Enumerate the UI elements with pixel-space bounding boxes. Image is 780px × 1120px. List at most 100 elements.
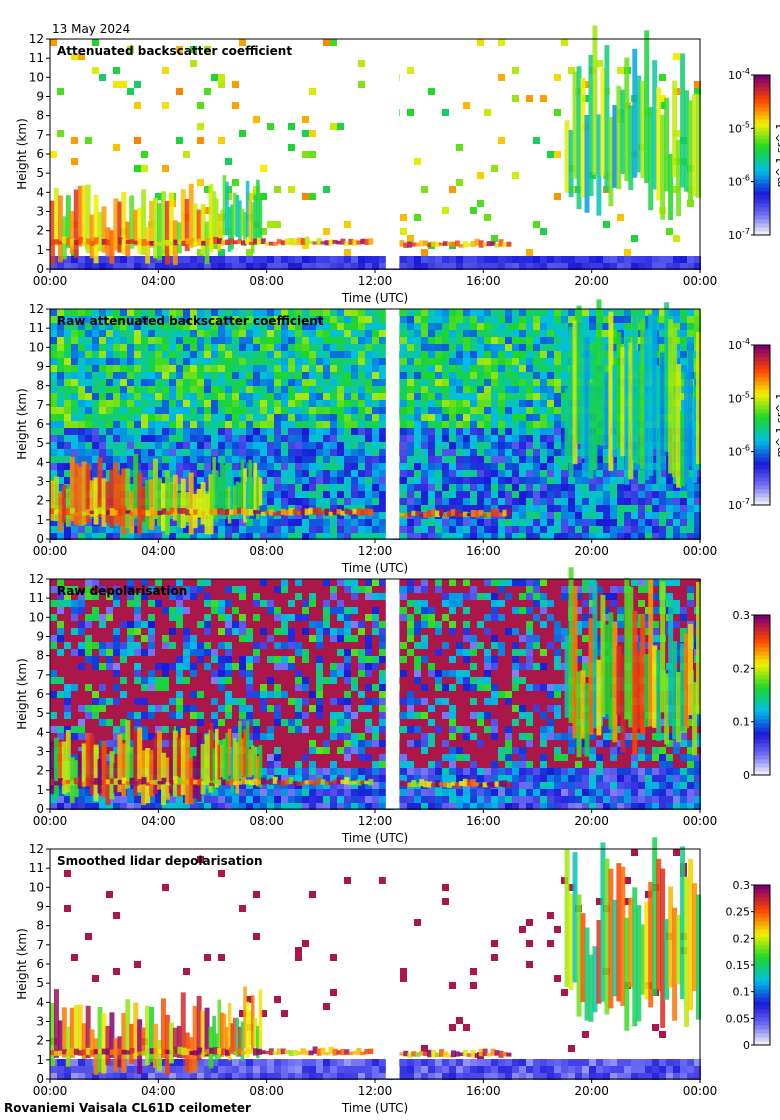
field-cell [351, 330, 358, 337]
cloud-column [117, 508, 123, 516]
field-cell [57, 789, 64, 796]
field-cell [323, 491, 330, 498]
field-cell [673, 512, 680, 519]
field-cell [204, 663, 211, 670]
cloud-column [696, 94, 701, 198]
field-cell [330, 428, 337, 435]
field-cell [687, 498, 694, 505]
field-cell [631, 263, 638, 270]
field-cell [162, 712, 169, 719]
field-cell [561, 351, 568, 358]
field-cell [155, 649, 162, 656]
field-cell [57, 705, 64, 712]
field-cell [694, 477, 701, 484]
field-cell [148, 796, 155, 803]
cloud-column [105, 510, 111, 515]
field-cell [575, 498, 582, 505]
field-cell [554, 309, 561, 316]
field-cell [351, 323, 358, 330]
field-cell [148, 698, 155, 705]
field-cell [680, 484, 687, 491]
field-cell [197, 400, 204, 407]
field-cell [519, 400, 526, 407]
field-cell [309, 470, 316, 477]
field-cell [540, 400, 547, 407]
field-cell [540, 519, 547, 526]
field-cell [155, 719, 162, 726]
field-cell [400, 442, 407, 449]
field-cell [274, 498, 281, 505]
field-cell [687, 505, 694, 512]
field-cell [204, 642, 211, 649]
field-cell [568, 484, 575, 491]
field-cell [85, 593, 92, 600]
field-cell [85, 428, 92, 435]
cloud-column [109, 508, 115, 516]
field-cell [141, 593, 148, 600]
field-cell [120, 316, 127, 323]
field-cell [491, 316, 498, 323]
field-cell [582, 484, 589, 491]
field-cell [169, 442, 176, 449]
cloud-column [490, 241, 496, 246]
field-cell [540, 463, 547, 470]
cloud-column [160, 483, 166, 532]
cloud-column [652, 60, 658, 190]
field-cell [169, 691, 176, 698]
field-cell [659, 477, 666, 484]
field-cell [337, 491, 344, 498]
field-cell [169, 519, 176, 526]
field-cell [295, 484, 302, 491]
field-cell [99, 414, 106, 421]
field-cell [197, 649, 204, 656]
field-cell [449, 400, 456, 407]
field-cell [484, 386, 491, 393]
field-cell [141, 579, 148, 586]
field-cell [596, 484, 603, 491]
field-cell [610, 505, 617, 512]
cloud-column [173, 239, 179, 246]
field-cell [148, 379, 155, 386]
field-cell [561, 519, 568, 526]
field-cell [526, 256, 533, 263]
field-cell [694, 533, 701, 540]
field-cell [295, 337, 302, 344]
field-cell [92, 309, 99, 316]
field-cell [295, 491, 302, 498]
field-cell [680, 344, 687, 351]
cloud-column [230, 204, 234, 250]
field-cell [260, 526, 267, 533]
field-cell [78, 407, 85, 414]
cloud-column [260, 238, 266, 244]
cloud-column [161, 239, 167, 245]
field-cell [141, 533, 148, 540]
field-cell [414, 344, 421, 351]
colorbar-tick-label: 10-4 [728, 67, 750, 82]
field-cell [113, 316, 120, 323]
field-cell [274, 400, 281, 407]
field-cell [169, 414, 176, 421]
field-cell [64, 421, 71, 428]
field-cell [92, 663, 99, 670]
field-cell [106, 407, 113, 414]
field-cell [211, 400, 218, 407]
field-cell [330, 414, 337, 421]
field-cell [463, 491, 470, 498]
field-cell [260, 256, 267, 263]
field-cell [442, 470, 449, 477]
field-cell [358, 463, 365, 470]
field-cell [99, 586, 106, 593]
field-cell [330, 309, 337, 316]
field-cell [344, 393, 351, 400]
field-cell [64, 470, 71, 477]
field-cell [183, 600, 190, 607]
cloud-column [200, 204, 206, 254]
field-cell [365, 309, 372, 316]
field-cell [85, 386, 92, 393]
field-cell [407, 449, 414, 456]
cloud-column [260, 511, 266, 516]
field-cell [239, 684, 246, 691]
field-cell [281, 505, 288, 512]
field-cell [190, 635, 197, 642]
field-cell [316, 512, 323, 519]
